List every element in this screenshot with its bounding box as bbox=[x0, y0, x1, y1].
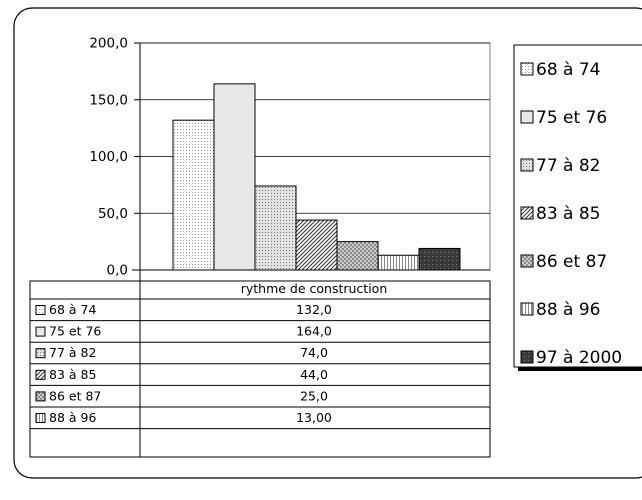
legend-label: 83 à 85 bbox=[536, 204, 601, 224]
y-tick-label: 100,0 bbox=[89, 149, 128, 165]
table-row-label: 83 à 85 bbox=[49, 367, 96, 382]
y-tick-label: 0,0 bbox=[107, 263, 128, 279]
y-tick-label: 200,0 bbox=[89, 36, 128, 52]
table-row-value: 13,00 bbox=[296, 410, 332, 425]
legend-swatch bbox=[520, 302, 534, 316]
legend-swatch bbox=[520, 254, 534, 268]
legend-swatch bbox=[520, 110, 534, 124]
legend-label: 88 à 96 bbox=[536, 300, 601, 320]
data-table: rythme de construction 68 à 74 132,0 75 et… bbox=[29, 280, 491, 458]
data-table-rows: 68 à 74 132,0 75 et 76 164,0 77 à 82 74,0 83 à… bbox=[30, 298, 490, 430]
table-row-swatch bbox=[35, 369, 46, 380]
y-tick-label: 150,0 bbox=[89, 92, 128, 108]
table-row-value: 44,0 bbox=[300, 367, 328, 382]
legend-swatch bbox=[520, 158, 534, 172]
legend-swatch bbox=[520, 350, 534, 364]
table-row-swatch bbox=[35, 391, 46, 402]
legend-label: 68 à 74 bbox=[536, 60, 601, 80]
y-tick-label: 50,0 bbox=[98, 206, 128, 222]
table-row-value: 74,0 bbox=[300, 345, 328, 360]
table-row-swatch bbox=[35, 326, 46, 337]
table-row-value: 132,0 bbox=[296, 302, 332, 317]
table-row-value: 164,0 bbox=[296, 324, 332, 339]
bar-3 bbox=[254, 185, 297, 271]
table-row-swatch bbox=[35, 413, 46, 423]
y-axis-ticks: 200,0 150,0 100,0 50,0 0,0 bbox=[89, 36, 140, 279]
table-row-value: 25,0 bbox=[300, 388, 328, 403]
data-table-frame bbox=[29, 280, 491, 458]
data-table-header: rythme de construction bbox=[241, 281, 388, 296]
bar-6 bbox=[377, 254, 420, 271]
legend-label: 75 et 76 bbox=[536, 108, 607, 128]
table-row-swatch bbox=[35, 305, 46, 315]
legend-swatch bbox=[520, 62, 534, 76]
legend-items: 68 à 74 75 et 76 77 à 82 83 à 85 86 et 87 88 … bbox=[520, 60, 622, 368]
legend: 68 à 74 75 et 76 77 à 82 83 à 85 86 et 87 88 … bbox=[513, 44, 642, 371]
table-row-label: 77 à 82 bbox=[49, 345, 96, 360]
legend-label: 77 à 82 bbox=[536, 156, 601, 176]
bar-5 bbox=[336, 241, 379, 271]
table-row-label: 86 et 87 bbox=[49, 388, 101, 403]
bar-2 bbox=[213, 83, 256, 271]
table-row-swatch bbox=[35, 348, 46, 359]
legend-box bbox=[513, 44, 642, 368]
table-row-label: 88 à 96 bbox=[49, 410, 96, 425]
legend-swatch bbox=[520, 206, 534, 220]
legend-label: 97 à 2000 bbox=[536, 348, 622, 368]
bar-1 bbox=[172, 119, 215, 271]
table-row-label: 75 et 76 bbox=[49, 324, 101, 339]
table-row-label: 68 à 74 bbox=[49, 302, 96, 317]
chart-border bbox=[13, 7, 642, 479]
legend-label: 86 et 87 bbox=[536, 252, 607, 272]
bar-7 bbox=[418, 247, 461, 271]
bar-4 bbox=[295, 219, 338, 271]
